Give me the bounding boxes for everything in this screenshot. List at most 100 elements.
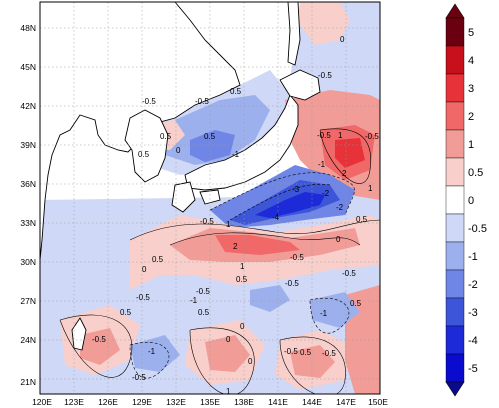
contour-label: 0 (248, 357, 253, 366)
contour-value-labels: -0.5 0 -0.5 0.5 -0.5 0.5 -1 0.5 0 0.5 -0… (92, 35, 379, 396)
anomaly-region-mid-blue-korea (190, 130, 235, 162)
colorbar-label: 4 (468, 55, 474, 67)
colorbar-segment (445, 101, 465, 131)
contour-label: 0 (176, 146, 181, 155)
graticule (40, 2, 380, 394)
contour-label: -2 (336, 203, 344, 212)
korea-peninsula (124, 109, 169, 183)
contour-label: -0.5 (290, 253, 304, 262)
latitude-axis: 48N 45N 42N 39N 36N 33N 30N 27N 24N 21N (20, 23, 36, 387)
lon-tick-label: 138E (234, 397, 254, 407)
anomaly-region-strong-red-band (215, 235, 300, 255)
lon-tick-label: 129E (132, 397, 152, 407)
contour-label: 0 (336, 235, 341, 244)
colorbar-segment (445, 157, 465, 187)
contour-label: 1 (338, 131, 343, 140)
colorbar-label: -5 (468, 363, 478, 375)
land-masses (40, 2, 321, 351)
lat-tick-label: 33N (20, 218, 36, 228)
colorbar-top-triangle (445, 3, 465, 19)
contour-label: 0 (240, 322, 245, 331)
anomaly-region-pink-northeast (300, 2, 350, 45)
japan-shikoku (199, 189, 221, 205)
contour-label: -0.5 (317, 131, 331, 140)
contour-label: 0.5 (356, 215, 368, 224)
colorbar-label: -0.5 (468, 223, 487, 235)
colorbar-segment (445, 129, 465, 159)
contour-label: 0.5 (138, 150, 150, 159)
sakhalin (287, 2, 301, 66)
lon-tick-label: 147E (336, 397, 356, 407)
lon-tick-label: 141E (268, 397, 288, 407)
colorbar-segment (445, 297, 465, 327)
colorbar-segment (445, 325, 465, 355)
colorbar-segment (445, 45, 465, 75)
lon-tick-label: 126E (98, 397, 118, 407)
contour-label: 0.5 (120, 308, 132, 317)
contour-label: 0.5 (230, 87, 242, 96)
japan-honshu (184, 94, 299, 191)
contour-label: -0.5 (365, 132, 379, 141)
lat-tick-label: 30N (20, 257, 36, 267)
contour-label: -0.5 (196, 287, 210, 296)
colorbar-segment (445, 17, 465, 47)
contour-label: -0.5 (136, 293, 150, 302)
contour-label: 0 (226, 335, 231, 344)
longitude-axis: 120E 123E 126E 129E 132E 135E 138E 141E … (32, 397, 388, 407)
lon-tick-label: 132E (166, 397, 186, 407)
japan-hokkaido (279, 69, 321, 101)
colorbar-segment (445, 213, 465, 243)
lat-tick-label: 45N (20, 62, 36, 72)
contour-label: 0.5 (198, 308, 210, 317)
anomaly-region-deepest-blue (255, 192, 325, 218)
anomaly-region-red-southwest (80, 328, 120, 365)
contour-label: -1 (190, 296, 198, 305)
lat-tick-label: 36N (20, 179, 36, 189)
colorbar-label: -3 (468, 307, 478, 319)
colorbar-segment (445, 241, 465, 271)
colorbar-segment (445, 185, 465, 215)
colorbar-segment (445, 269, 465, 299)
colorbar-segment (445, 353, 465, 383)
contour-label: 1 (240, 262, 245, 271)
lat-tick-label: 21N (20, 377, 36, 387)
contour-label: 0.5 (350, 299, 362, 308)
contour-label: -2 (322, 189, 330, 198)
lat-tick-label: 42N (20, 101, 36, 111)
contour-label: 2 (342, 169, 347, 178)
lat-tick-label: 27N (20, 296, 36, 306)
colorbar-label: 5 (468, 27, 474, 39)
colorbar-bottom-triangle (445, 381, 465, 397)
contour-label: -1 (232, 150, 240, 159)
contour-label: 0 (142, 265, 147, 274)
colorbar-label: -1 (468, 251, 478, 263)
contour-label: -4 (272, 213, 280, 222)
lon-tick-label: 135E (200, 397, 220, 407)
contour-label: 1 (226, 387, 231, 396)
japan-kyushu (171, 181, 196, 213)
anomaly-region-deep-red-east (335, 138, 365, 168)
lon-tick-label: 144E (302, 397, 322, 407)
colorbar: 5 4 3 2 1 0.5 0 -0.5 -1 -2 -3 -4 -5 (445, 3, 487, 397)
contour-label: 0.5 (204, 132, 216, 141)
contour-label: -1 (318, 160, 326, 169)
contour-label: 0.5 (160, 132, 172, 141)
colorbar-label: 1 (468, 139, 474, 151)
colorbar-label: 0 (468, 195, 474, 207)
contour-label: -0.5 (195, 97, 209, 106)
contour-label: -3 (292, 185, 300, 194)
contour-label: 2 (233, 242, 238, 251)
contour-label: 0.5 (300, 348, 312, 357)
map-frame (39, 1, 381, 395)
lon-tick-label: 120E (32, 397, 52, 407)
colorbar-label: 0.5 (468, 167, 483, 179)
contour-label: -0.5 (342, 269, 356, 278)
colorbar-label: 2 (468, 111, 474, 123)
contour-label: 1 (226, 220, 231, 229)
anomaly-region-red-south-center (205, 335, 250, 372)
contour-label: 1 (368, 184, 373, 193)
colorbar-label: 3 (468, 83, 474, 95)
contour-label: -0.5 (92, 335, 106, 344)
contour-label: 0.5 (152, 255, 164, 264)
